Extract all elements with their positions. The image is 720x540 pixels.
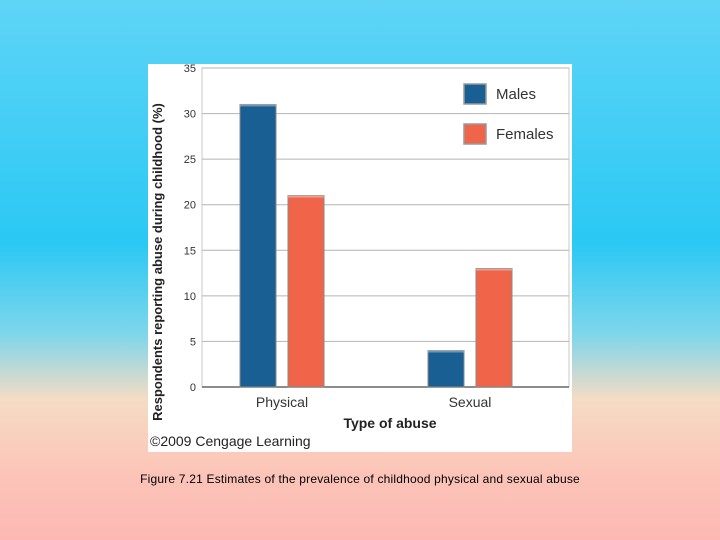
chart-figure: 0 5 10 15 20 25 30 35 Physical Sexual Males Female… [148,64,572,452]
y-tick-label: 25 [184,154,196,166]
bar-highlight [240,104,276,107]
y-tick-label: 0 [190,382,196,394]
bar-highlight [476,268,512,271]
legend-swatch-males [463,83,487,105]
x-tick-label: Sexual [449,394,492,410]
y-axis-label: Respondents reporting abuse during child… [150,103,165,421]
y-tick-label: 10 [184,291,196,303]
y-tick-label: 35 [184,64,196,75]
copyright-text: ©2009 Cengage Learning [150,433,311,449]
y-tick-label: 30 [184,109,196,121]
x-tick-label: Physical [256,394,308,410]
bar-males-sexual [427,350,465,388]
legend-swatch-females [463,123,487,145]
x-axis-label: Type of abuse [343,415,436,431]
y-tick-label: 20 [184,200,196,212]
bar-chart: 0 5 10 15 20 25 30 35 Physical Sexual Males Female… [150,64,570,449]
legend-label-females: Females [496,126,554,143]
legend-label-males: Males [496,86,536,103]
y-tick-label: 5 [190,336,196,348]
figure-caption: Figure 7.21 Estimates of the prevalence … [140,472,580,486]
bar-females-sexual [475,268,513,388]
bar-females-physical [287,195,325,388]
bar-males-physical [239,103,277,388]
y-tick-label: 15 [184,245,196,257]
bar-highlight [428,350,464,353]
bar-highlight [288,195,324,198]
